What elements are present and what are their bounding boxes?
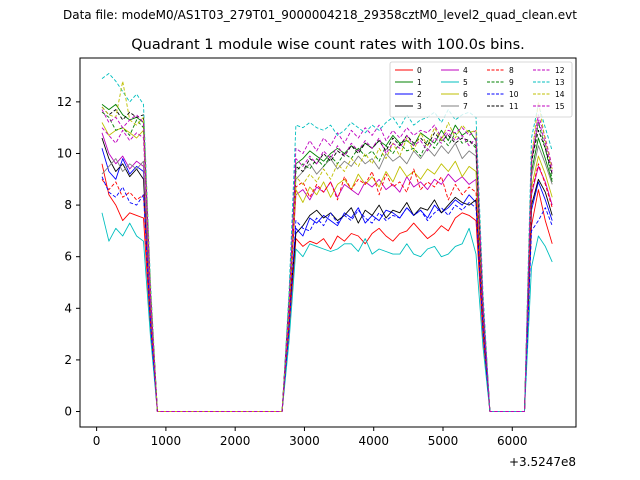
legend-frame bbox=[389, 61, 573, 118]
legend-label-4: 4 bbox=[463, 66, 468, 75]
legend-label-9: 9 bbox=[509, 78, 514, 87]
plot-area bbox=[101, 73, 553, 412]
legend-label-15: 15 bbox=[555, 102, 565, 111]
y-tick-label: 12 bbox=[57, 95, 72, 109]
series-line-7 bbox=[101, 142, 553, 412]
y-tick-label: 10 bbox=[57, 146, 72, 160]
x-tick-label: 2000 bbox=[220, 434, 251, 448]
legend-label-5: 5 bbox=[463, 78, 468, 87]
x-tick-label: 4000 bbox=[358, 434, 389, 448]
chart-title: Quadrant 1 module wise count rates with … bbox=[131, 37, 525, 53]
legend-label-0: 0 bbox=[417, 66, 422, 75]
legend-label-14: 14 bbox=[555, 90, 565, 99]
legend-label-13: 13 bbox=[555, 78, 565, 87]
series-line-3 bbox=[101, 137, 553, 412]
legend-label-3: 3 bbox=[417, 102, 422, 111]
legend-label-1: 1 bbox=[417, 78, 422, 87]
legend-label-11: 11 bbox=[509, 102, 519, 111]
x-tick-label: 3000 bbox=[289, 434, 320, 448]
x-tick-label: 5000 bbox=[428, 434, 459, 448]
x-tick-label: 0 bbox=[93, 434, 101, 448]
plot-frame bbox=[79, 57, 577, 428]
series-line-5 bbox=[101, 212, 553, 412]
series-line-10 bbox=[101, 176, 553, 412]
series-line-0 bbox=[101, 163, 553, 412]
series-line-8 bbox=[101, 163, 553, 412]
y-axis: 0 2 4 6 8 10 12 bbox=[57, 95, 80, 419]
y-tick-label: 6 bbox=[64, 250, 72, 264]
legend-label-8: 8 bbox=[509, 66, 514, 75]
x-axis: 0 1000 2000 3000 4000 5000 6000 bbox=[93, 427, 528, 448]
y-tick-label: 4 bbox=[64, 301, 72, 315]
y-tick-label: 2 bbox=[64, 353, 72, 367]
legend-label-10: 10 bbox=[509, 90, 519, 99]
y-tick-label: 0 bbox=[64, 405, 72, 419]
series-line-15 bbox=[101, 109, 553, 412]
legend-label-12: 12 bbox=[555, 66, 565, 75]
x-tick-label: 6000 bbox=[497, 434, 528, 448]
legend-label-2: 2 bbox=[417, 90, 422, 99]
figure-supertitle: Data file: modeM0/AS1T03_279T01_90000042… bbox=[63, 8, 577, 22]
series-line-6 bbox=[101, 122, 553, 412]
legend-label-6: 6 bbox=[463, 90, 468, 99]
series-line-12 bbox=[101, 114, 553, 412]
y-tick-label: 8 bbox=[64, 198, 72, 212]
x-offset-label: +3.5247e8 bbox=[509, 455, 576, 469]
x-tick-label: 1000 bbox=[151, 434, 182, 448]
legend-label-7: 7 bbox=[463, 102, 468, 111]
